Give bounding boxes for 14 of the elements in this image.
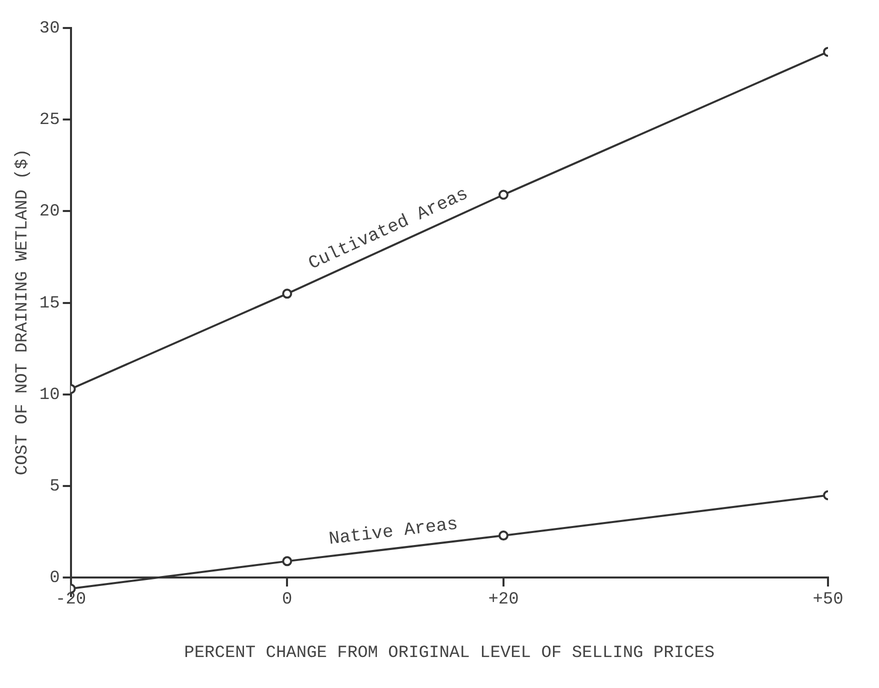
y-tick-label: 10: [39, 386, 60, 405]
x-tick-label: +20: [488, 590, 519, 610]
y-tick-label: 25: [39, 111, 60, 130]
x-tick-label: 0: [282, 590, 292, 610]
y-tick-label: 15: [39, 294, 60, 314]
y-axis-title: COST OF NOT DRAINING WETLAND ($): [14, 148, 33, 476]
y-tick-label: 5: [50, 478, 60, 497]
text: Native Areas: [328, 514, 459, 550]
y-tick-label: 0: [50, 569, 60, 588]
x-tick-label: -20: [56, 590, 86, 610]
y-tick-label: 20: [39, 202, 60, 222]
y-tick-label: 30: [39, 20, 60, 38]
x-tick-label: +50: [812, 590, 844, 610]
x-axis-title: PERCENT CHANGE FROM ORIGINAL LEVEL OF SELLING PRICES: [184, 644, 715, 664]
